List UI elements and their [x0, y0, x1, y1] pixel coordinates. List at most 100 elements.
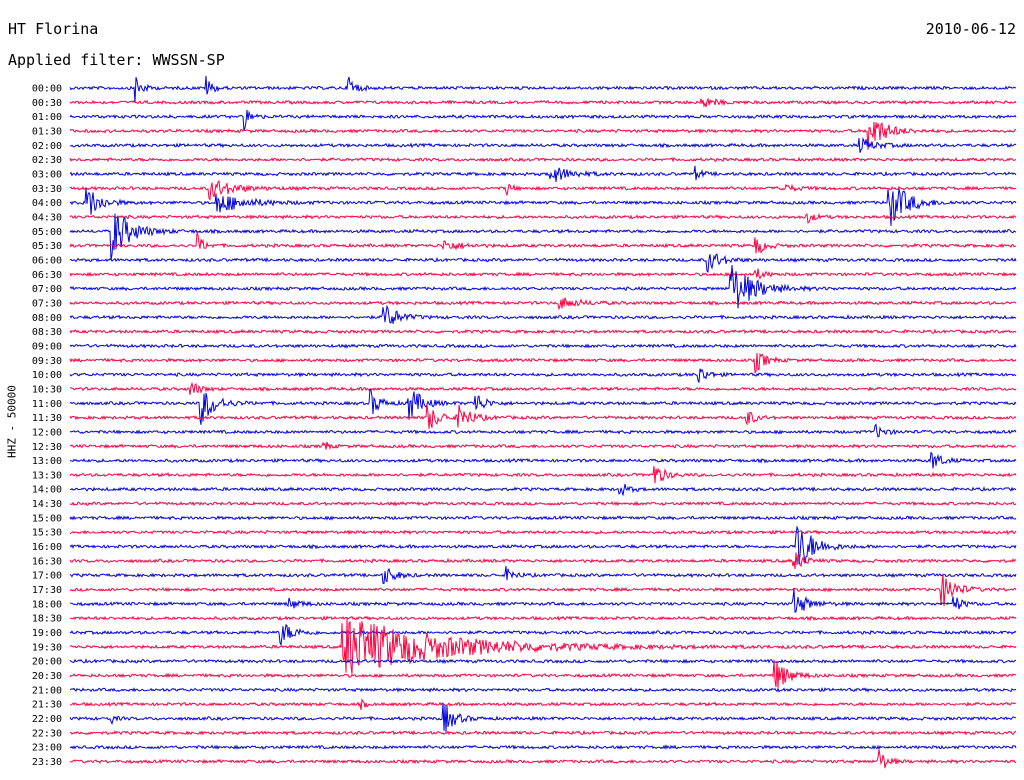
- trace-0030: [69, 97, 1017, 108]
- time-label: 12:30: [32, 442, 62, 453]
- trace-2100: [69, 687, 1017, 693]
- trace-0430: [69, 212, 1017, 224]
- time-label: 20:30: [32, 671, 62, 682]
- trace-1830: [69, 615, 1017, 622]
- time-label: 01:30: [32, 126, 62, 137]
- time-label: 16:00: [32, 542, 62, 553]
- time-label: 09:00: [32, 341, 62, 352]
- time-label: 13:30: [32, 470, 62, 481]
- time-label: 19:00: [32, 628, 62, 639]
- trace-1100: [69, 388, 1017, 425]
- trace-2330: [69, 749, 1017, 769]
- time-label: 23:30: [32, 757, 62, 768]
- trace-1330: [69, 466, 1017, 484]
- time-label: 02:30: [32, 155, 62, 166]
- time-label: 18:00: [32, 599, 62, 610]
- trace-0200: [69, 136, 1017, 153]
- time-label: 11:00: [32, 399, 62, 410]
- time-label: 16:30: [32, 556, 62, 567]
- time-label: 15:30: [32, 528, 62, 539]
- trace-1000: [69, 368, 1017, 383]
- time-label: 08:00: [32, 313, 62, 324]
- trace-2230: [70, 729, 1017, 736]
- trace-1600: [69, 525, 1017, 565]
- time-label: 19:30: [32, 642, 62, 653]
- filter-label: Applied filter: WWSSN-SP: [8, 51, 225, 69]
- trace-0730: [69, 297, 1017, 311]
- trace-0600: [69, 253, 1017, 273]
- time-label: 15:00: [32, 513, 62, 524]
- time-label: 17:30: [32, 585, 62, 596]
- record-date: 2010-06-12: [925, 20, 1016, 38]
- trace-0930: [69, 352, 1017, 374]
- trace-0530: [69, 232, 1017, 254]
- time-label: 11:30: [32, 413, 62, 424]
- time-label: 04:00: [32, 198, 62, 209]
- time-label: 06:00: [32, 255, 62, 266]
- trace-1630: [69, 552, 1017, 570]
- time-label: 12:00: [32, 427, 62, 438]
- trace-1430: [69, 500, 1017, 507]
- time-label: 07:00: [32, 284, 62, 295]
- time-label: 13:00: [32, 456, 62, 467]
- trace-1030: [69, 381, 1017, 395]
- time-label: 07:30: [32, 298, 62, 309]
- time-label: 17:00: [32, 571, 62, 582]
- trace-0500: [69, 213, 1017, 261]
- trace-1930: [69, 617, 1017, 674]
- trace-0800: [69, 304, 1017, 324]
- trace-1130: [69, 404, 1017, 429]
- time-label: 04:30: [32, 212, 62, 223]
- time-labels: 00:00 00:30 01:00 01:30 02:00 02:30 03:00 03:30…: [32, 84, 62, 769]
- time-label: 03:00: [32, 169, 62, 180]
- trace-1230: [69, 441, 1017, 451]
- trace-2300: [69, 744, 1017, 751]
- time-label: 23:00: [32, 743, 62, 754]
- time-label: 14:00: [32, 485, 62, 496]
- trace-2030: [69, 659, 1017, 688]
- time-label: 10:00: [32, 370, 62, 381]
- time-label: 21:00: [32, 685, 62, 696]
- trace-1200: [69, 423, 1017, 438]
- trace-1400: [70, 484, 1017, 496]
- time-label: 05:30: [32, 241, 62, 252]
- time-label: 08:30: [32, 327, 62, 338]
- trace-1300: [69, 451, 1017, 469]
- trace-0230: [69, 156, 1017, 163]
- time-label: 09:30: [32, 356, 62, 367]
- trace-0000: [69, 75, 1017, 103]
- time-label: 00:30: [32, 98, 62, 109]
- time-label: 18:30: [32, 614, 62, 625]
- trace-2130: [69, 697, 1017, 711]
- time-label: 02:00: [32, 141, 62, 152]
- trace-0700: [69, 265, 1017, 309]
- time-label: 14:30: [32, 499, 62, 510]
- trace-2200: [69, 702, 1017, 733]
- trace-1800: [69, 588, 1017, 613]
- time-label: 22:30: [32, 728, 62, 739]
- station-name: HT Florina: [8, 20, 99, 38]
- trace-0830: [69, 328, 1017, 335]
- trace-2000: [69, 658, 1017, 665]
- time-label: 03:30: [32, 184, 62, 195]
- trace-0400: [69, 187, 1017, 226]
- trace-0900: [69, 343, 1017, 349]
- time-label: 22:00: [32, 714, 62, 725]
- time-label: 21:30: [32, 700, 62, 711]
- time-label: 20:00: [32, 657, 62, 668]
- time-label: 00:00: [32, 84, 62, 95]
- trace-1900: [69, 623, 1017, 647]
- trace-0130: [69, 121, 1017, 150]
- trace-0100: [69, 109, 1017, 131]
- traces: [69, 75, 1017, 769]
- time-label: 10:30: [32, 384, 62, 395]
- time-label: 01:00: [32, 112, 62, 123]
- trace-0630: [69, 268, 1017, 280]
- trace-0300: [69, 165, 1017, 183]
- trace-1500: [69, 514, 1017, 521]
- trace-1530: [69, 529, 1017, 536]
- trace-0330: [69, 180, 1017, 201]
- trace-1700: [69, 565, 1017, 584]
- time-label: 05:00: [32, 227, 62, 238]
